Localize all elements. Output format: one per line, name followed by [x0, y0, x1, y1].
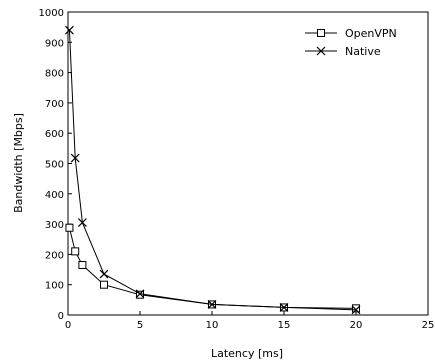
data-point — [70, 153, 80, 163]
legend-item: Native — [305, 45, 381, 58]
y-tick-label: 0 — [58, 311, 64, 322]
y-tick-label: 100 — [45, 281, 64, 292]
series-line — [68, 30, 357, 311]
y-axis-label: Bandwidth [Mbps] — [12, 113, 25, 213]
data-point — [65, 223, 74, 232]
series-layer — [65, 25, 361, 315]
x-axis: 0 5 10 15 20 25 — [65, 311, 435, 331]
data-point — [65, 25, 74, 35]
series-openvpn — [65, 223, 360, 313]
series-native — [65, 25, 361, 315]
y-tick-label: 300 — [45, 220, 64, 231]
legend-item: OpenVPN — [305, 27, 397, 40]
y-tick-label: 500 — [45, 160, 64, 171]
x-tick-label: 0 — [65, 320, 71, 331]
data-point — [279, 303, 289, 312]
legend-label: Native — [345, 45, 381, 58]
y-axis: 0 100 200 300 400 500 600 700 800 900 1000 — [39, 8, 72, 322]
data-point — [77, 218, 87, 228]
x-axis-label: Latency [ms] — [211, 347, 283, 360]
data-point — [99, 269, 109, 279]
data-point — [351, 305, 361, 315]
y-tick-label: 200 — [45, 250, 64, 261]
y-tick-label: 700 — [45, 99, 64, 110]
x-tick-label: 10 — [206, 320, 219, 331]
series-line — [68, 227, 357, 309]
data-point — [135, 289, 145, 299]
data-point — [207, 299, 217, 309]
y-tick-label: 600 — [45, 129, 64, 140]
y-tick-label: 1000 — [39, 8, 64, 19]
y-tick-label: 900 — [45, 38, 64, 49]
x-tick-label: 25 — [422, 320, 435, 331]
data-point — [71, 247, 80, 256]
data-point — [78, 261, 87, 270]
data-point — [317, 29, 325, 37]
data-point — [100, 280, 108, 289]
legend: OpenVPN Native — [305, 27, 397, 58]
y-tick-label: 400 — [45, 190, 64, 201]
data-point — [316, 46, 326, 56]
y-tick-label: 800 — [45, 69, 64, 80]
x-tick-label: 5 — [137, 320, 143, 331]
x-tick-label: 20 — [350, 320, 363, 331]
x-tick-label: 15 — [278, 320, 291, 331]
legend-label: OpenVPN — [345, 27, 397, 40]
data-point — [352, 304, 360, 313]
